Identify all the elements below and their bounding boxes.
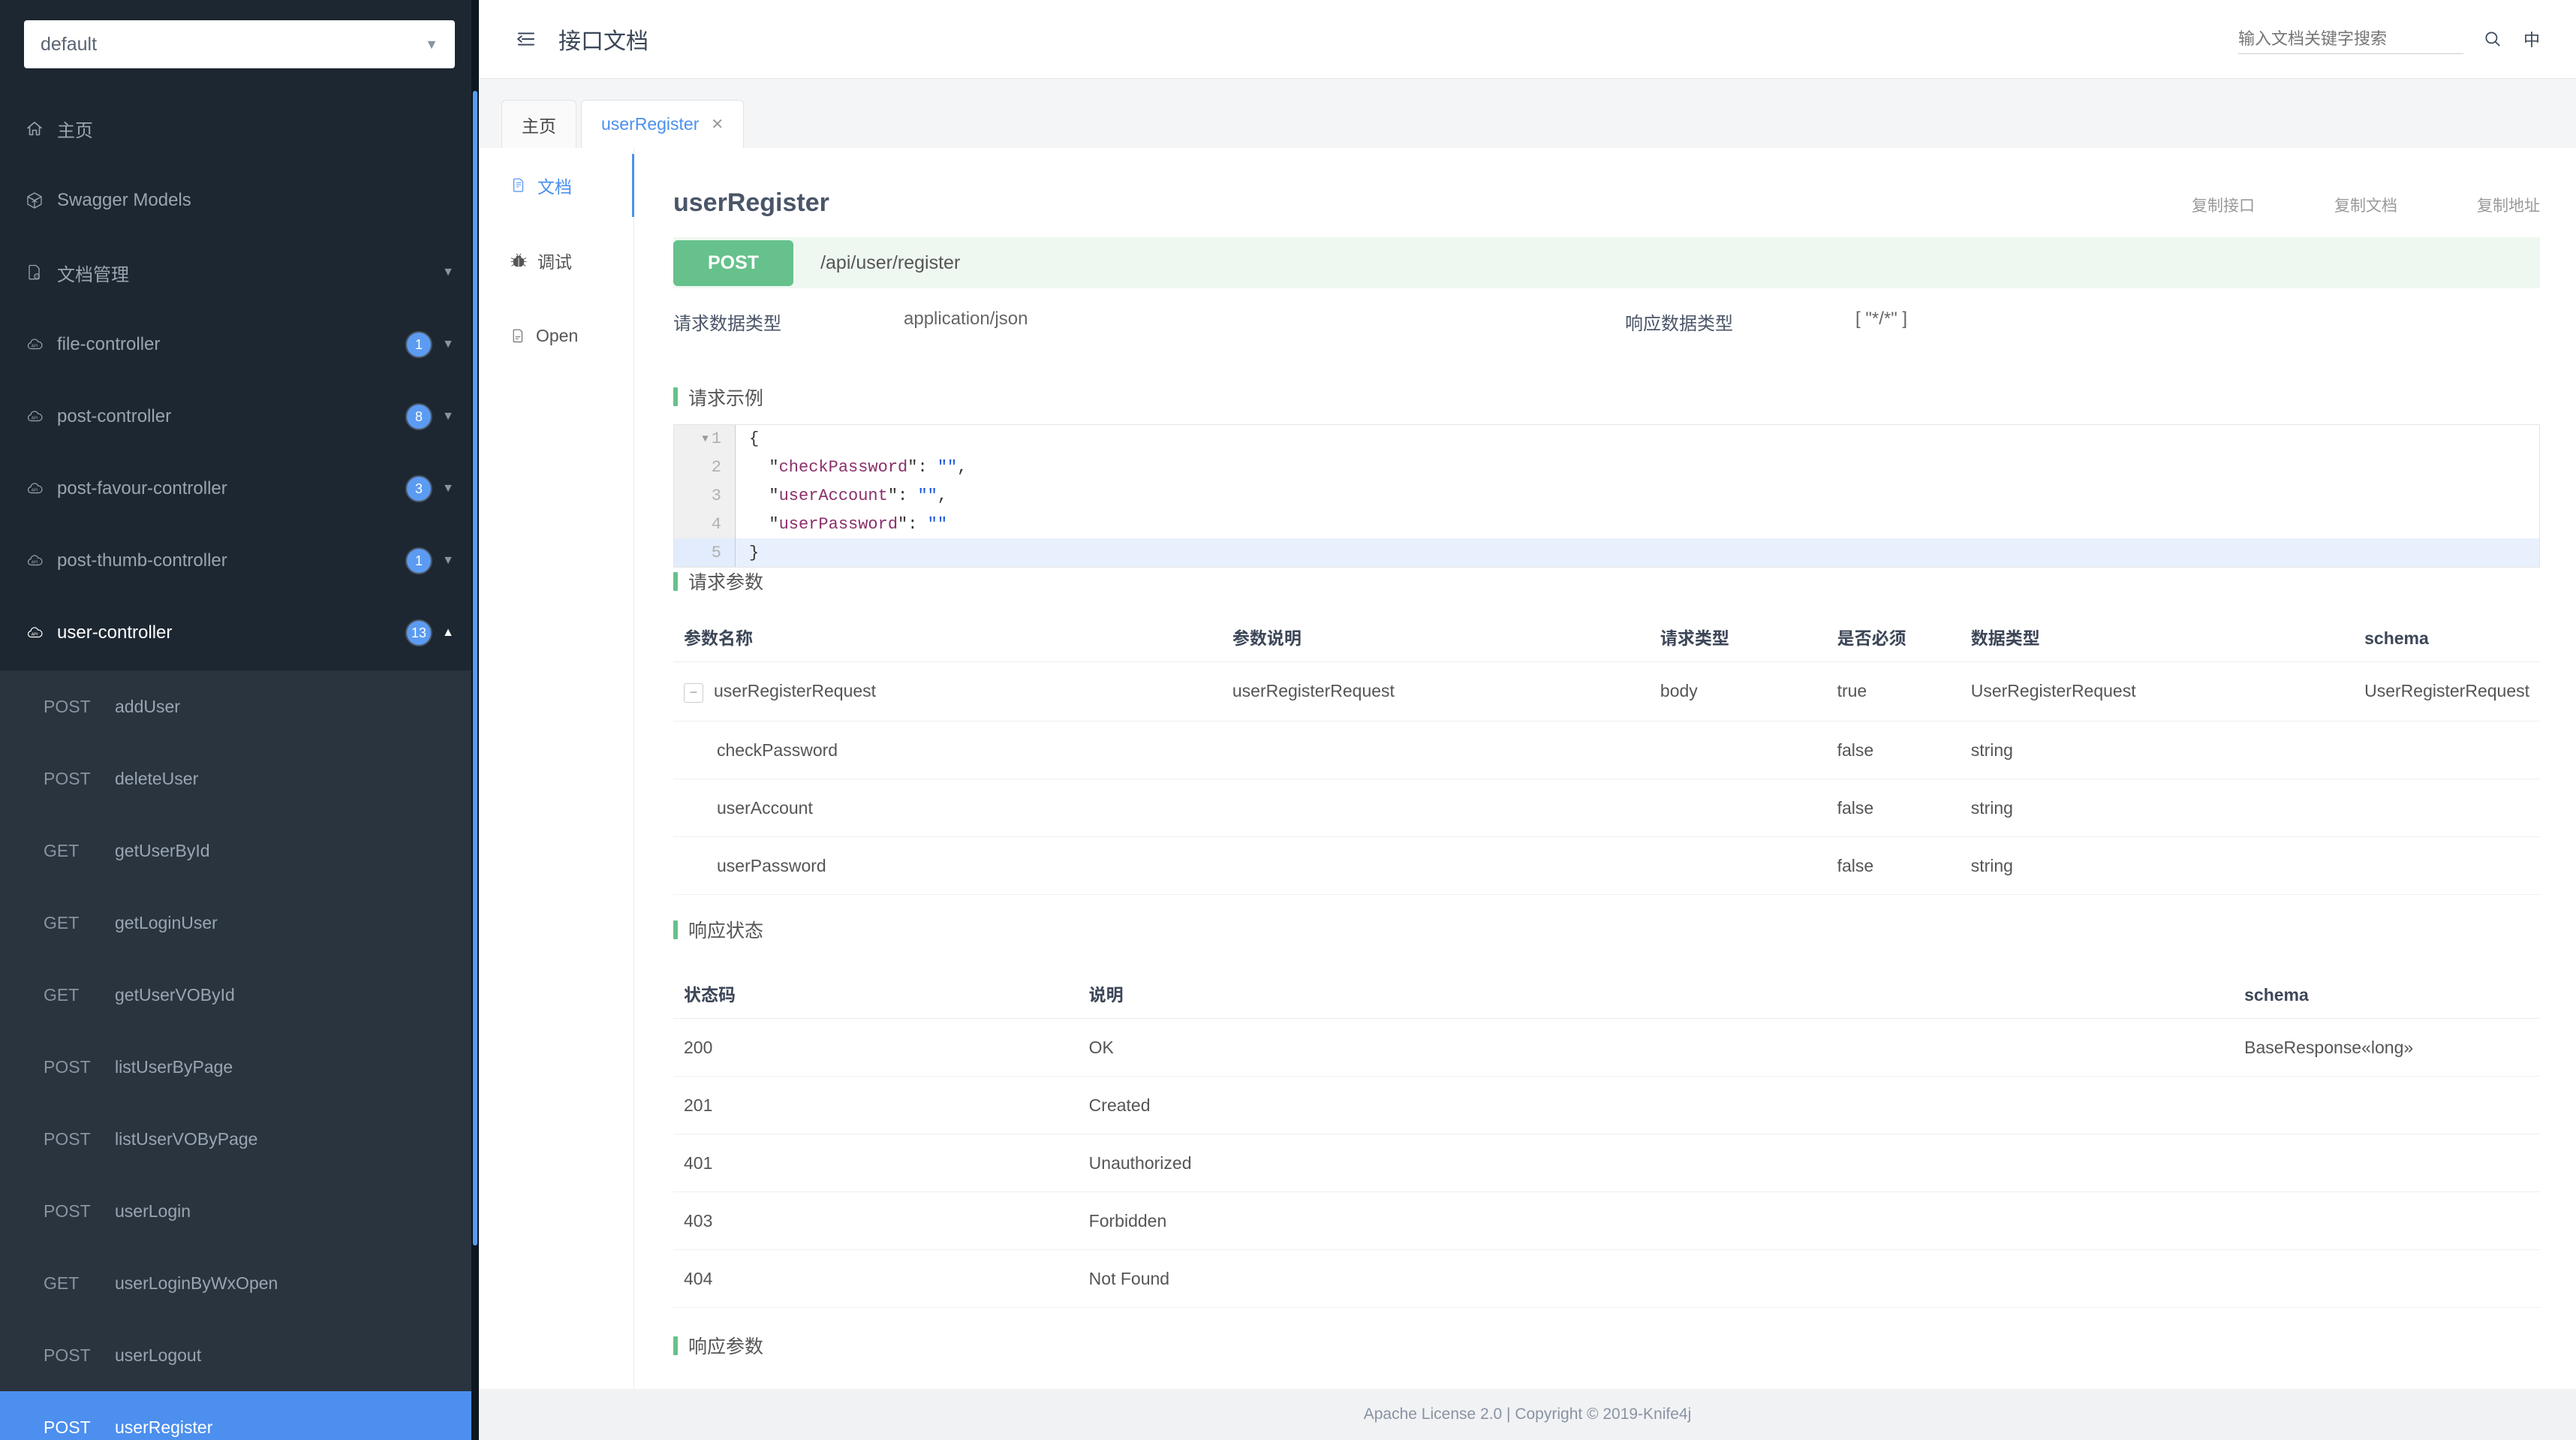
- svg-text:API: API: [32, 560, 38, 565]
- svg-text:API: API: [32, 344, 38, 348]
- svg-text:API: API: [32, 416, 38, 420]
- svg-text:API: API: [32, 488, 38, 493]
- svg-text:API: API: [32, 632, 38, 637]
